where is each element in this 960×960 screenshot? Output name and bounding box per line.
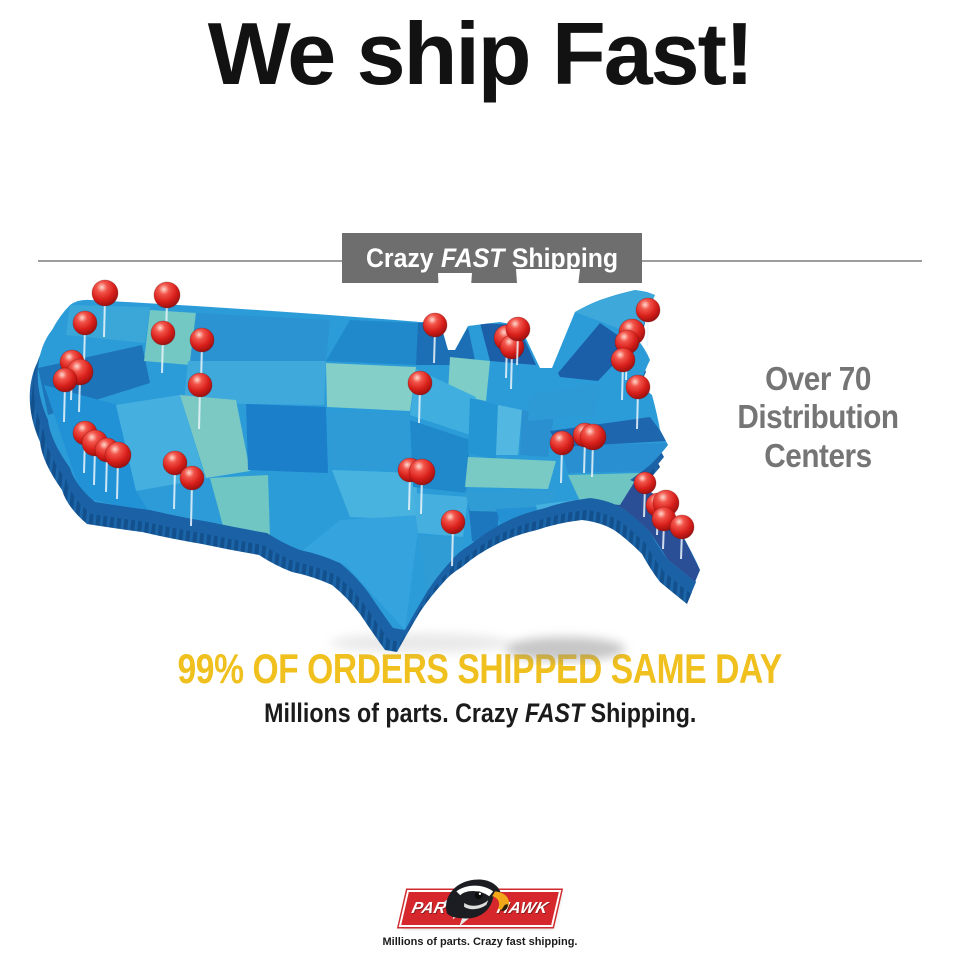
subtitle: Millions of parts. Crazy FAST Shipping.: [0, 698, 960, 729]
subtitle-part3: Shipping.: [583, 698, 697, 728]
banner-word-fast: FAST: [440, 242, 505, 273]
page-title: We ship Fast!: [207, 4, 754, 103]
subtitle-fast: FAST: [524, 698, 584, 728]
location-pin: [669, 514, 695, 540]
headline-text: 99% OF ORDERS SHIPPED SAME DAY: [177, 646, 783, 693]
location-pin: [610, 347, 636, 373]
location-pin: [189, 327, 215, 353]
location-pin: [150, 320, 176, 346]
shipping-banner: Crazy FAST Shipping: [342, 233, 642, 283]
subtitle-part1: Millions of parts. Crazy: [263, 698, 525, 728]
banner-word-shipping: Shipping: [511, 242, 619, 273]
us-map: [29, 269, 700, 661]
map-shadow: [330, 633, 625, 661]
location-pin: [579, 423, 607, 451]
location-pin: [72, 310, 98, 336]
location-pin: [187, 372, 213, 398]
location-pin: [635, 297, 661, 323]
shipping-banner-text: Crazy FAST Shipping: [366, 243, 618, 274]
side-text-line1: Over 70: [765, 360, 871, 397]
location-pin: [104, 441, 132, 469]
distribution-centers-text: Over 70 Distribution Centers: [723, 360, 914, 475]
headline: 99% OF ORDERS SHIPPED SAME DAY: [0, 646, 960, 693]
logo-tagline: Millions of parts. Crazy fast shipping.: [382, 936, 578, 948]
location-pin: [91, 279, 119, 307]
partshawk-logo: PARTS HAWK Millions of parts. Crazy fast…: [375, 872, 585, 948]
location-pins: [52, 279, 695, 567]
location-pin: [162, 450, 188, 476]
location-pin: [505, 316, 531, 342]
location-pin: [408, 458, 436, 486]
location-pin: [407, 370, 433, 396]
location-pin: [549, 430, 575, 456]
location-pin: [52, 367, 78, 393]
location-pin: [422, 312, 448, 338]
hawk-head-icon: [442, 879, 510, 927]
location-pin: [153, 281, 181, 309]
location-pin: [625, 374, 651, 400]
location-pin: [179, 465, 205, 491]
banner-word-crazy: Crazy: [365, 242, 434, 273]
map-states: [38, 290, 700, 630]
map-extrusion: [29, 269, 696, 652]
location-pin: [440, 509, 466, 535]
side-text-line3: Centers: [764, 436, 872, 474]
side-text-line2: Distribution: [737, 398, 899, 436]
location-pin: [633, 471, 657, 495]
